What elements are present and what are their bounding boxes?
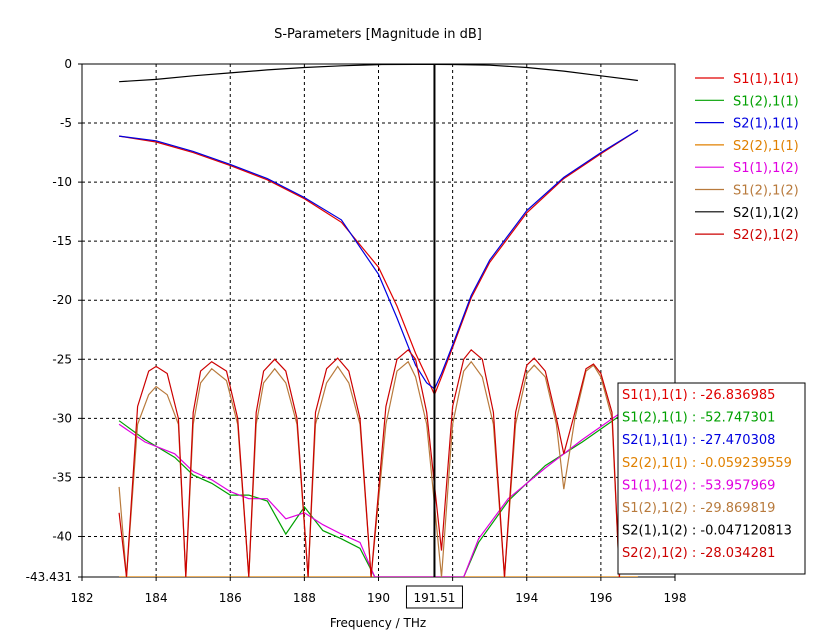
- readout-entry: S1(2),1(2) : -29.869819: [622, 501, 775, 516]
- y-tick-label: -30: [52, 411, 72, 425]
- y-tick-label: -43.431: [26, 570, 72, 584]
- x-axis-label: Frequency / THz: [330, 616, 426, 630]
- y-tick-label: -10: [52, 175, 72, 189]
- readout-entry: S1(1),1(2) : -53.957969: [622, 478, 775, 493]
- y-tick-label: -5: [60, 116, 72, 130]
- x-axis: 182184186188190192194196198: [71, 577, 687, 605]
- x-tick-label: 184: [145, 591, 168, 605]
- legend-entry: S1(2),1(2): [733, 184, 799, 199]
- chart-title: S-Parameters [Magnitude in dB]: [274, 27, 482, 42]
- y-tick-label: -15: [52, 234, 72, 248]
- y-axis: 0 -5 -10 -15 -20 -25 -30 -35 -40 -43.431: [26, 57, 82, 584]
- series-lines: [118, 64, 639, 577]
- legend-entry: S2(2),1(2): [733, 228, 799, 243]
- legend-entry: S2(1),1(1): [733, 117, 799, 132]
- series-line-6: [118, 360, 639, 577]
- x-tick-label: 196: [589, 591, 612, 605]
- readout-entry: S1(1),1(1) : -26.836985: [622, 388, 775, 403]
- x-tick-label: 190: [367, 591, 390, 605]
- readout-entry: S2(2),1(1) : -0.059239559: [622, 456, 792, 471]
- series-line-5: [118, 405, 639, 577]
- legend-entry: S2(2),1(1): [733, 139, 799, 154]
- y-tick-label: -25: [52, 352, 72, 366]
- readout-entry: S1(2),1(1) : -52.747301: [622, 411, 775, 426]
- readout-frame: [617, 382, 806, 575]
- y-tick-label: -40: [52, 529, 72, 543]
- frequency-marker-label: 191.51: [413, 591, 455, 605]
- x-tick-label: 188: [293, 591, 316, 605]
- legend-entry: S1(1),1(2): [733, 161, 799, 176]
- legend-entry: S1(2),1(1): [733, 94, 799, 109]
- legend-entry: S1(1),1(1): [733, 72, 799, 87]
- x-tick-label: 186: [219, 591, 242, 605]
- readout-entry: S2(1),1(2) : -0.047120813: [622, 524, 792, 539]
- y-tick-label: 0: [64, 57, 72, 71]
- frequency-marker-box[interactable]: [405, 585, 463, 609]
- legend-entry: S2(1),1(2): [733, 206, 799, 221]
- series-line-1: [119, 129, 639, 397]
- marker-readout-box: S1(1),1(1) : -26.836985 S1(2),1(1) : -52.…: [617, 382, 806, 575]
- x-tick-label: 182: [71, 591, 94, 605]
- series-line-7: [119, 64, 638, 83]
- x-tick-label: 198: [664, 591, 687, 605]
- readout-entry: S2(2),1(2) : -28.034281: [622, 546, 775, 561]
- series-line-8: [118, 348, 639, 577]
- y-tick-label: -35: [52, 470, 72, 484]
- series-line-3: [119, 129, 639, 390]
- y-tick-label: -20: [52, 293, 72, 307]
- x-tick-label: 194: [515, 591, 538, 605]
- readout-entry: S2(1),1(1) : -27.470308: [622, 433, 775, 448]
- legend: S1(1),1(1) S1(2),1(1) S2(1),1(1) S2(2),1(1)…: [695, 72, 799, 243]
